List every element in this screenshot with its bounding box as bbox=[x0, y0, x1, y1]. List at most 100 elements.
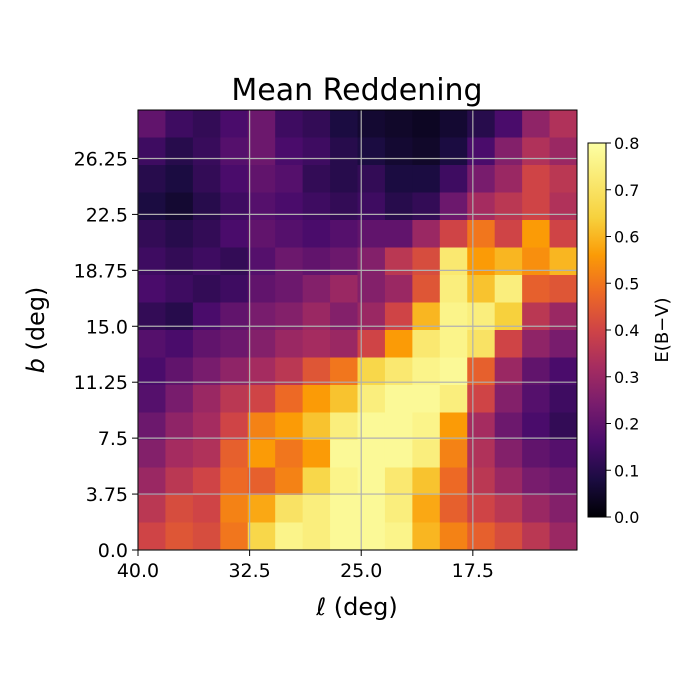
heatmap-cell bbox=[467, 385, 496, 414]
y-tick-label: 15.0 bbox=[86, 316, 128, 338]
heatmap-cell bbox=[384, 192, 413, 221]
heatmap-cell bbox=[192, 495, 221, 524]
heatmap-cell bbox=[549, 165, 577, 194]
heatmap-cell bbox=[384, 330, 413, 359]
heatmap-cell bbox=[549, 357, 577, 386]
heatmap-cell bbox=[549, 192, 577, 221]
heatmap-cell bbox=[330, 275, 359, 304]
heatmap-cell bbox=[275, 247, 304, 276]
heatmap-cell bbox=[357, 220, 386, 249]
heatmap-cell bbox=[220, 330, 249, 359]
heatmap-cell bbox=[220, 357, 249, 386]
heatmap-cell bbox=[138, 357, 167, 386]
heatmap-cell bbox=[330, 385, 359, 414]
heatmap-cell bbox=[275, 165, 304, 194]
heatmap-cell bbox=[138, 247, 167, 276]
heatmap-cell bbox=[247, 137, 276, 166]
heatmap-cell bbox=[522, 357, 551, 386]
heatmap-cell bbox=[220, 467, 249, 496]
heatmap-cell bbox=[384, 385, 413, 414]
heatmap-cell bbox=[165, 440, 194, 469]
heatmap-cell bbox=[384, 137, 413, 166]
heatmap-cell bbox=[494, 440, 523, 469]
heatmap-cell bbox=[165, 522, 194, 550]
heatmap-cell bbox=[439, 137, 468, 166]
heatmap-cell bbox=[467, 275, 496, 304]
heatmap-cell bbox=[439, 467, 468, 496]
heatmap-cell bbox=[302, 440, 331, 469]
heatmap-cell bbox=[330, 330, 359, 359]
heatmap-cell bbox=[165, 330, 194, 359]
heatmap-cell bbox=[412, 110, 441, 139]
heatmap-cell bbox=[357, 192, 386, 221]
heatmap-cell bbox=[494, 247, 523, 276]
heatmap-cell bbox=[302, 467, 331, 496]
heatmap-cell bbox=[302, 495, 331, 524]
heatmap-cell bbox=[549, 247, 577, 276]
heatmap-cell bbox=[247, 522, 276, 550]
x-axis-label-unit: (deg) bbox=[326, 593, 398, 621]
heatmap-cell bbox=[138, 137, 167, 166]
heatmap-cell bbox=[220, 192, 249, 221]
heatmap-cells bbox=[138, 110, 577, 550]
heatmap-cell bbox=[247, 247, 276, 276]
y-axis-label-symbol: b bbox=[22, 358, 50, 373]
heatmap-cell bbox=[192, 137, 221, 166]
heatmap-cell bbox=[467, 110, 496, 139]
heatmap-cell bbox=[302, 522, 331, 550]
y-tick-label: 22.5 bbox=[86, 204, 128, 226]
plot-frame bbox=[137, 109, 578, 551]
x-tick-label: 32.5 bbox=[228, 560, 270, 582]
heatmap-cell bbox=[522, 275, 551, 304]
heatmap-cell bbox=[302, 247, 331, 276]
y-axis-label-unit: (deg) bbox=[22, 287, 50, 359]
heatmap-cell bbox=[357, 385, 386, 414]
heatmap-cell bbox=[522, 467, 551, 496]
heatmap-cell bbox=[522, 137, 551, 166]
heatmap-cell bbox=[165, 220, 194, 249]
heatmap-cell bbox=[247, 330, 276, 359]
heatmap-cell bbox=[247, 110, 276, 139]
heatmap-cell bbox=[467, 165, 496, 194]
heatmap-cell bbox=[302, 412, 331, 441]
heatmap-cell bbox=[549, 495, 577, 524]
colorbar-tick-label: 0.8 bbox=[614, 134, 639, 153]
heatmap-cell bbox=[494, 137, 523, 166]
heatmap-cell bbox=[330, 192, 359, 221]
heatmap-cell bbox=[138, 385, 167, 414]
heatmap-cell bbox=[192, 440, 221, 469]
y-tick-label: 26.25 bbox=[74, 148, 128, 170]
heatmap-cell bbox=[412, 330, 441, 359]
x-axis-ticks: 40.0 32.5 25.0 17.5 bbox=[117, 550, 494, 582]
heatmap-cell bbox=[165, 137, 194, 166]
heatmap-cell bbox=[330, 247, 359, 276]
heatmap-cell bbox=[357, 440, 386, 469]
heatmap-cell bbox=[357, 110, 386, 139]
heatmap-cell bbox=[549, 467, 577, 496]
heatmap-cell bbox=[412, 522, 441, 550]
heatmap-cell bbox=[330, 357, 359, 386]
heatmap-cell bbox=[220, 137, 249, 166]
heatmap-cell bbox=[549, 385, 577, 414]
heatmap-cell bbox=[494, 412, 523, 441]
y-axis-label: b (deg) bbox=[22, 287, 50, 374]
heatmap-cell bbox=[357, 275, 386, 304]
heatmap-cell bbox=[439, 192, 468, 221]
heatmap-cell bbox=[412, 165, 441, 194]
heatmap-cell bbox=[275, 275, 304, 304]
heatmap-cell bbox=[494, 522, 523, 550]
x-tick-label: 40.0 bbox=[117, 560, 159, 582]
heatmap-cell bbox=[192, 275, 221, 304]
heatmap-cell bbox=[220, 495, 249, 524]
x-tick-label: 17.5 bbox=[452, 560, 494, 582]
heatmap-cell bbox=[522, 330, 551, 359]
heatmap-cell bbox=[165, 247, 194, 276]
heatmap-cell bbox=[247, 192, 276, 221]
heatmap-cell bbox=[275, 220, 304, 249]
heatmap-cell bbox=[165, 385, 194, 414]
heatmap-cell bbox=[494, 330, 523, 359]
heatmap-cell bbox=[412, 412, 441, 441]
heatmap-cell bbox=[549, 275, 577, 304]
heatmap-cell bbox=[412, 467, 441, 496]
heatmap-cell bbox=[357, 467, 386, 496]
